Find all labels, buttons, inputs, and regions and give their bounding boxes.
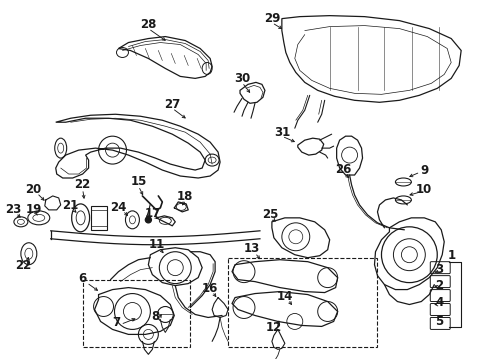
Text: 30: 30 [234, 72, 250, 85]
Text: 7: 7 [112, 316, 121, 329]
Text: 5: 5 [435, 315, 443, 328]
Text: 25: 25 [262, 208, 278, 221]
Text: 11: 11 [148, 238, 165, 251]
Text: 12: 12 [266, 321, 282, 334]
Text: 15: 15 [130, 175, 147, 189]
Text: 13: 13 [244, 242, 260, 255]
Bar [83, 280, 190, 347]
Bar [228, 258, 377, 347]
Text: 2: 2 [435, 279, 443, 292]
Text: 26: 26 [336, 163, 352, 176]
Text: 3: 3 [435, 263, 443, 276]
Text: 14: 14 [277, 290, 293, 303]
Text: 21: 21 [63, 199, 79, 212]
Text: 22: 22 [15, 259, 31, 272]
Text: 8: 8 [151, 310, 159, 323]
Text: 22: 22 [74, 179, 91, 192]
Text: 18: 18 [177, 190, 194, 203]
Text: 23: 23 [5, 203, 21, 216]
Text: 9: 9 [420, 163, 428, 176]
Circle shape [146, 217, 151, 223]
Text: 17: 17 [144, 207, 161, 220]
Text: 10: 10 [416, 184, 433, 197]
Text: 16: 16 [202, 282, 219, 295]
Text: 1: 1 [448, 249, 456, 262]
Text: 6: 6 [78, 272, 87, 285]
Text: 20: 20 [24, 184, 41, 197]
Text: 19: 19 [25, 203, 42, 216]
Text: 29: 29 [264, 12, 280, 25]
Text: 24: 24 [110, 201, 127, 215]
Text: 28: 28 [140, 18, 157, 31]
Bar [91, 206, 106, 230]
Text: 27: 27 [164, 98, 180, 111]
Text: 4: 4 [435, 296, 443, 309]
Text: 31: 31 [274, 126, 290, 139]
